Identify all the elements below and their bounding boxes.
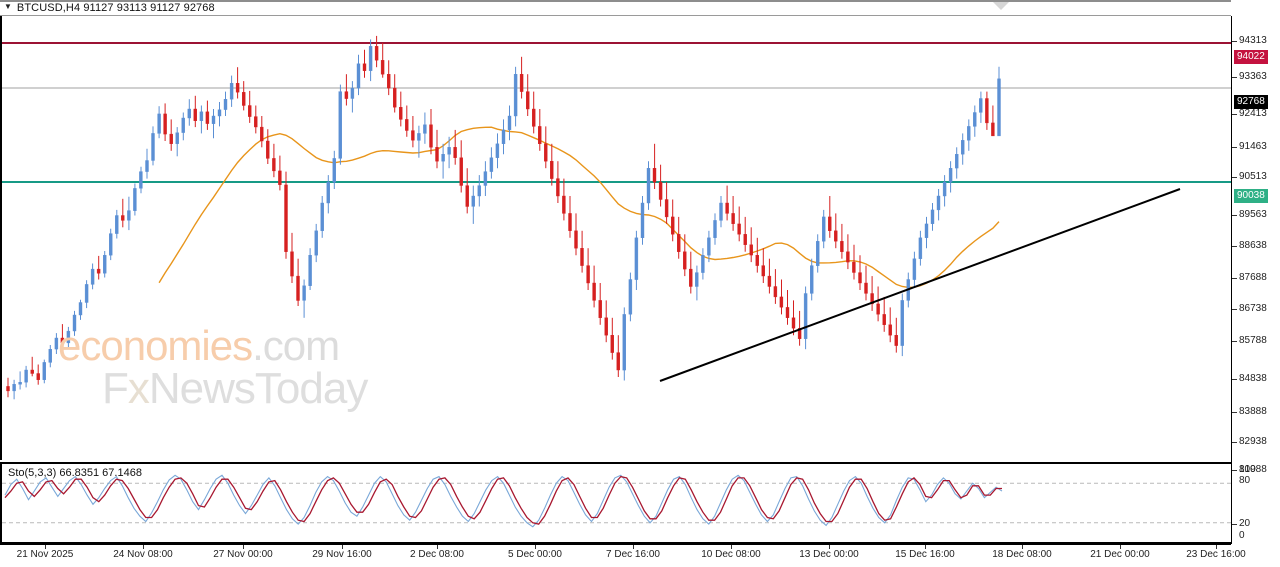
price-badge-resistance[interactable]: 94022 (1234, 50, 1268, 64)
time-tick (243, 545, 244, 549)
price-tick (1232, 215, 1237, 216)
price-tick-label: 93363 (1239, 71, 1267, 82)
price-tick (1232, 114, 1237, 115)
chevron-down-icon[interactable]: ▼ (4, 1, 12, 11)
time-tick-label: 15 Dec 16:00 (895, 549, 955, 560)
stochastic-level-label: 100 (1239, 464, 1256, 475)
stochastic-tick (1232, 470, 1237, 471)
time-tick-label: 5 Dec 00:00 (508, 549, 562, 560)
price-tick (1232, 41, 1237, 42)
time-tick-label: 24 Nov 08:00 (113, 549, 173, 560)
moving-average-line[interactable] (158, 126, 1000, 289)
time-axis[interactable]: 21 Nov 2025 24 Nov 08:00 27 Nov 00:00 29 No… (0, 544, 1246, 567)
chart-position-marker-icon (993, 2, 1009, 10)
price-tick (1232, 246, 1237, 247)
price-tick (1232, 147, 1237, 148)
time-tick-label: 7 Dec 16:00 (606, 549, 660, 560)
price-badge-current-price[interactable]: 92768 (1234, 95, 1268, 109)
candlestick-series[interactable] (6, 35, 1001, 400)
time-tick (1216, 545, 1217, 549)
price-tick-label: 90513 (1239, 171, 1267, 182)
price-tick (1232, 77, 1237, 78)
price-tick (1232, 341, 1237, 342)
stochastic-pane[interactable]: Sto(5,3,3) 66.8351 67.1468 (0, 462, 1231, 544)
stochastic-level-label: 80 (1239, 475, 1251, 486)
stochastic-tick (1232, 524, 1237, 525)
stochastic-k-line[interactable] (4, 474, 1003, 528)
time-tick-label: 10 Dec 08:00 (701, 549, 761, 560)
price-tick (1232, 177, 1237, 178)
price-tick (1232, 309, 1237, 310)
time-tick (143, 545, 144, 549)
price-tick-label: 94313 (1239, 35, 1267, 46)
time-tick-label: 27 Nov 00:00 (213, 549, 273, 560)
time-tick-label: 2 Dec 08:00 (410, 549, 464, 560)
time-tick (535, 545, 536, 549)
time-tick (633, 545, 634, 549)
price-chart-canvas (2, 35, 1233, 400)
price-tick (1232, 442, 1237, 443)
price-tick-label: 87688 (1239, 272, 1267, 283)
time-tick (342, 545, 343, 549)
time-tick (829, 545, 830, 549)
price-tick-label: 83888 (1239, 406, 1267, 417)
price-tick-label: 84838 (1239, 373, 1267, 384)
price-tick (1232, 278, 1237, 279)
time-tick-label: 23 Dec 16:00 (1186, 549, 1246, 560)
time-tick (1120, 545, 1121, 549)
time-tick (731, 545, 732, 549)
stochastic-d-line[interactable] (4, 475, 1002, 525)
time-tick-label: 29 Nov 16:00 (312, 549, 372, 560)
stochastic-label: Sto(5,3,3) 66.8351 67.1468 (8, 467, 142, 479)
symbol-ohlc-label: BTCUSD,H4 91127 93113 91127 92768 (16, 1, 215, 14)
price-axis[interactable]: 94313 93363 92413 91463 90513 89563 88638 87688… (1231, 16, 1280, 544)
price-tick-label: 88638 (1239, 240, 1267, 251)
time-tick-label: 13 Dec 00:00 (799, 549, 859, 560)
price-tick (1232, 379, 1237, 380)
price-tick-label: 89563 (1239, 209, 1267, 220)
price-tick-label: 81988 (1239, 464, 1267, 475)
price-tick-label: 92413 (1239, 108, 1267, 119)
price-tick-label: 86738 (1239, 303, 1267, 314)
time-tick-label: 21 Nov 2025 (16, 549, 74, 560)
time-tick (925, 545, 926, 549)
price-tick (1232, 412, 1237, 413)
stochastic-canvas (2, 474, 1231, 528)
symbol-bar[interactable]: ▼ BTCUSD,H4 91127 93113 91127 92768 (0, 0, 1231, 16)
time-tick (1022, 545, 1023, 549)
time-tick (45, 545, 46, 549)
time-tick (437, 545, 438, 549)
price-chart-pane[interactable]: economies.com FxNewsToday (0, 16, 1233, 460)
price-badge-support[interactable]: 90038 (1234, 189, 1268, 203)
ascending-support-trendline[interactable] (659, 188, 1181, 382)
price-tick-label: 82938 (1239, 436, 1267, 447)
top-rule (0, 0, 1231, 2)
price-tick-label: 85788 (1239, 335, 1267, 346)
stochastic-level-label: 20 (1239, 518, 1251, 529)
stochastic-level-label: 0 (1239, 530, 1245, 541)
price-tick-label: 91463 (1239, 141, 1267, 152)
time-tick-label: 21 Dec 00:00 (1090, 549, 1150, 560)
time-tick-label: 18 Dec 08:00 (992, 549, 1052, 560)
